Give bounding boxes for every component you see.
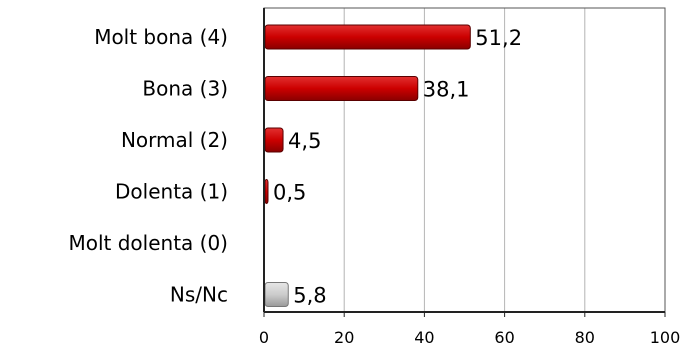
value-label-1: 38,1	[423, 78, 470, 102]
x-tick-label-40: 40	[414, 328, 434, 347]
bar-5	[264, 282, 289, 307]
plot-border	[263, 7, 666, 313]
value-label-5: 5,8	[293, 284, 326, 308]
x-tick-label-60: 60	[494, 328, 514, 347]
category-label-5: Ns/Nc	[170, 283, 228, 307]
value-label-3: 0,5	[273, 181, 306, 205]
category-label-4: Molt dolenta (0)	[68, 231, 228, 255]
bar-0	[264, 24, 471, 50]
x-axis-ticks: 0 20 40 60 80 100	[259, 312, 680, 347]
gridlines	[343, 8, 666, 312]
value-label-2: 4,5	[288, 129, 321, 153]
x-tick-label-0: 0	[259, 328, 269, 347]
category-labels: Molt bona (4) Bona (3) Normal (2) Dolenta (…	[68, 25, 228, 307]
plot-frame	[263, 7, 666, 313]
category-label-3: Dolenta (1)	[115, 180, 228, 204]
category-label-0: Molt bona (4)	[94, 25, 228, 49]
bars	[264, 24, 471, 307]
category-label-2: Normal (2)	[121, 128, 228, 152]
value-label-0: 51,2	[475, 26, 522, 50]
bar-3	[264, 179, 269, 204]
category-label-1: Bona (3)	[142, 77, 228, 101]
bar-1	[264, 76, 419, 101]
bar-2	[264, 127, 284, 153]
value-labels: 51,2 38,1 4,5 0,5 5,8	[273, 26, 522, 308]
x-tick-label-80: 80	[575, 328, 595, 347]
x-tick-label-20: 20	[334, 328, 354, 347]
x-tick-label-100: 100	[650, 328, 681, 347]
